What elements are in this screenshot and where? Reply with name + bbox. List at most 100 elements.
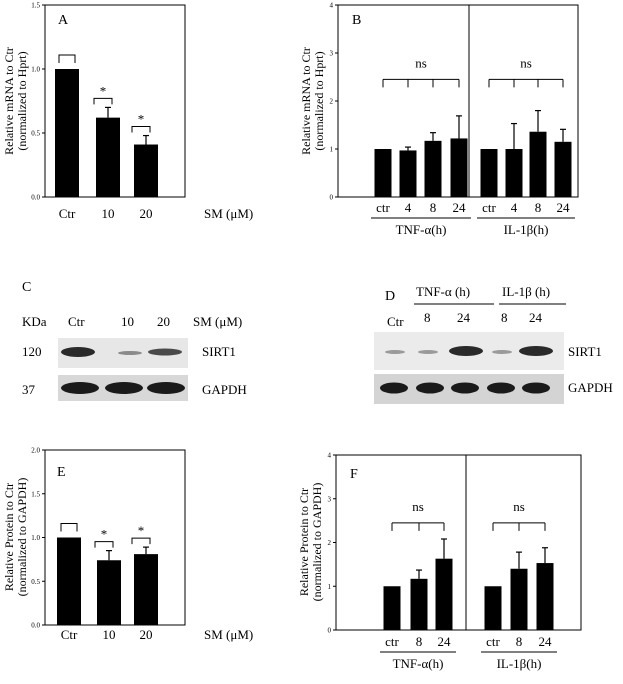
blot-c-protein-sirt1: SIRT1 (202, 344, 236, 359)
chart-e-ylabel-1: Relative Protein to Ctr (2, 483, 16, 591)
blot-d: D TNF-α (h) IL-1β (h) Ctr 8 24 8 24 SIRT… (374, 284, 613, 404)
chart-e-category-0: Ctr (61, 627, 78, 642)
blot-c-label: C (22, 280, 31, 295)
chart-e: 0.0 0.5 1.0 1.5 2.0 Relative Protein to Ctr (n… (2, 447, 253, 643)
chart-a-category-0: Ctr (59, 206, 76, 221)
chart-a-category-1: 10 (102, 206, 115, 221)
chart-f-ytick-label-4: 4 (328, 452, 332, 460)
chart-b-bar-3 (450, 138, 468, 197)
chart-e-ytick-label-4: 2.0 (31, 447, 40, 455)
blot-c-protein-gapdh: GAPDH (202, 382, 247, 397)
chart-f-bar-1 (410, 578, 428, 630)
chart-e-sig-bracket-1 (131, 537, 151, 545)
chart-b-category-5: 4 (511, 200, 518, 215)
blot-d-ctr: Ctr (387, 314, 404, 329)
blot-d-sirt1-band-4 (492, 350, 512, 354)
chart-f-bar-4 (510, 568, 528, 630)
chart-b-category-3: 24 (453, 200, 467, 215)
chart-f-category-0: ctr (385, 634, 399, 649)
blot-d-gapdh-band-4 (487, 382, 515, 394)
chart-e-bar-2 (134, 554, 158, 625)
chart-b-bar-6 (529, 131, 547, 197)
chart-e-ytick-label-2: 1.0 (31, 534, 40, 542)
chart-b-category-2: 8 (430, 200, 437, 215)
chart-f-ns-label-0: ns (412, 499, 424, 514)
chart-b: 0 1 2 3 4 Relative mRNA to Ctr (normalized to … (299, 2, 579, 237)
chart-b-ns-label-1: ns (520, 55, 532, 70)
chart-f-category-3: ctr (486, 634, 500, 649)
chart-e-sig-star-1: * (138, 523, 145, 538)
chart-b-ytick-label-3: 3 (330, 50, 334, 58)
chart-a-sig-bracket-1 (131, 126, 151, 133)
chart-e-ylabel-2: (normalized to GAPDH) (15, 478, 29, 597)
blot-d-gapdh-band-5 (522, 382, 550, 394)
blot-c-gapdh-band-3 (147, 382, 185, 394)
chart-f-ns-label-1: ns (513, 499, 525, 514)
chart-a-xunit: SM (μM) (204, 206, 253, 221)
chart-a-ylabel-1: Relative mRNA to Ctr (2, 47, 16, 155)
chart-b-ytick-label-2: 2 (330, 98, 334, 106)
chart-a-ytick-label-1: 0.5 (31, 130, 40, 138)
chart-b-bar-0 (374, 149, 392, 197)
chart-a-ylabel-2: (normalized to Hprt) (15, 51, 29, 150)
blot-d-sirt1-band-5 (519, 346, 553, 356)
chart-a-sig-star-0: * (100, 83, 107, 98)
chart-e-ytick-label-3: 1.5 (31, 490, 40, 498)
chart-f-panel-label: F (350, 467, 358, 482)
chart-b-bar-5 (505, 149, 523, 197)
chart-e-bar-1 (97, 560, 121, 625)
chart-b-ylabel-1: Relative mRNA to Ctr (299, 47, 313, 155)
blot-c-sirt1-band-1 (61, 347, 95, 357)
chart-b-ns-label-0: ns (415, 55, 427, 70)
chart-e-category-2: 20 (140, 627, 153, 642)
chart-e-ytick-label-1: 0.5 (31, 578, 40, 586)
blot-c-marker-37: 37 (22, 382, 36, 397)
blot-d-lane-1: 8 (424, 310, 431, 325)
chart-a: 0.0 0.5 1.0 1.5 Relative mRNA to Ctr (normali… (2, 2, 253, 222)
chart-f-ytick-label-0: 0 (328, 627, 332, 635)
blot-c: C KDa Ctr 10 20 SM (μM) 120 37 SIRT1 GAP… (22, 280, 247, 401)
blot-c-sirt1-band-3 (148, 348, 182, 356)
chart-f-ytick-label-1: 1 (328, 583, 332, 591)
chart-a-panel-label: A (58, 13, 69, 28)
blot-d-sirt1-band-1 (385, 350, 405, 354)
chart-a-sig-star-1: * (138, 112, 145, 127)
blot-d-sirt1-band-3 (449, 346, 483, 356)
blot-d-lane-4: 24 (529, 310, 543, 325)
blot-c-gapdh-band-1 (61, 382, 99, 394)
chart-b-ytick-label-1: 1 (330, 146, 334, 154)
chart-e-panel-label: E (57, 465, 66, 480)
chart-f-ytick-label-2: 2 (328, 539, 332, 547)
blot-d-gapdh-band-1 (380, 382, 408, 394)
chart-b-ylabel-2: (normalized to Hprt) (312, 51, 326, 150)
blot-c-lane-1: Ctr (68, 314, 85, 329)
chart-e-bar-0 (57, 537, 81, 625)
blot-d-group-2: IL-1β (h) (502, 284, 550, 299)
blot-d-gapdh-band-2 (416, 382, 444, 394)
chart-f-category-5: 24 (539, 634, 553, 649)
chart-f-bar-0 (383, 586, 401, 630)
blot-c-kda: KDa (22, 314, 47, 329)
blot-d-sirt1-band-2 (418, 350, 438, 354)
blot-d-gapdh-band-3 (451, 382, 479, 394)
chart-a-ytick-label-0: 0.0 (31, 194, 40, 202)
chart-e-ytick-label-0: 0.0 (31, 622, 40, 630)
chart-f-category-4: 8 (516, 634, 523, 649)
chart-f: 0 1 2 3 4 Relative Protein to Ctr (normalized … (297, 452, 582, 671)
chart-b-category-4: ctr (482, 200, 496, 215)
chart-e-ctrl-bracket (60, 523, 78, 532)
chart-a-bar-1 (96, 117, 120, 197)
blot-c-marker-120: 120 (22, 344, 42, 359)
chart-b-group-label-1: IL-1β(h) (504, 222, 549, 237)
chart-e-sig-bracket-0 (94, 541, 114, 548)
chart-b-group-label-0: TNF-α(h) (396, 222, 447, 237)
chart-b-bar-4 (480, 149, 498, 197)
blot-d-lane-2: 24 (457, 310, 471, 325)
blot-c-lane-3: 20 (157, 314, 170, 329)
chart-e-sig-star-0: * (101, 527, 108, 542)
chart-b-bar-1 (399, 150, 417, 197)
chart-f-category-2: 24 (438, 634, 452, 649)
blot-d-label: D (385, 289, 395, 304)
chart-b-bar-7 (554, 141, 572, 197)
